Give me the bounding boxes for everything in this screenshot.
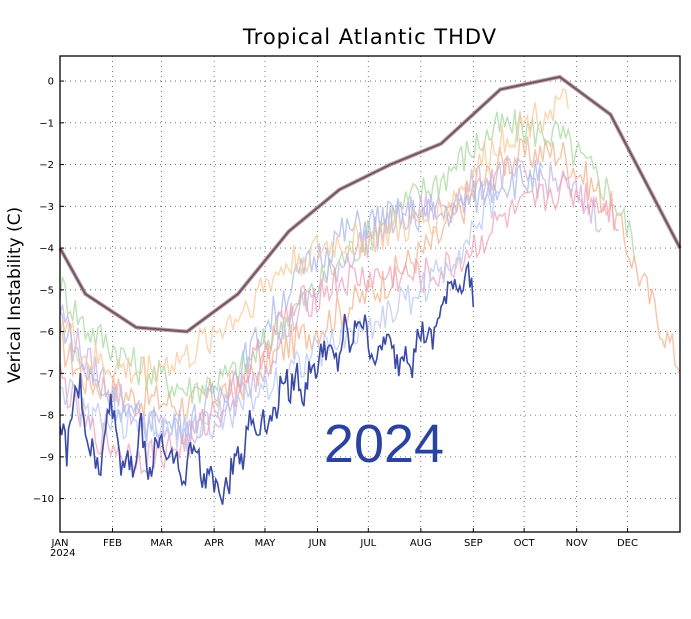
past-year-line [59, 157, 602, 445]
plot-frame [59, 55, 681, 533]
y-tick-label: −5 [39, 285, 54, 296]
x-tick-label: AUG [410, 538, 432, 549]
x-tick-label: OCT [514, 538, 536, 549]
y-tick-label: −4 [39, 244, 54, 255]
x-tick-label: JUN [308, 538, 327, 549]
y-tick-label: −9 [39, 452, 54, 463]
x-tick-label: SEP [464, 538, 483, 549]
current-year-line [59, 260, 475, 505]
y-tick-labels: 0 −1 −2 −3 −4 −5 −6 −7 −8 −9 −10 [33, 77, 64, 505]
x-tick-label: JAN [50, 538, 68, 549]
y-axis-label: Verical Instability (C) [5, 207, 25, 383]
grid-layer [60, 56, 680, 532]
year-tick-label: 2024 [50, 548, 75, 559]
y-tick-label: −8 [39, 411, 54, 422]
y-tick-label: −1 [39, 118, 54, 129]
current-year-layer [59, 260, 475, 505]
x-tick-label: JUL [359, 538, 376, 549]
past-year-line [59, 88, 569, 387]
x-tick-label: MAY [255, 538, 277, 549]
current-year-annotation: 2024 [324, 414, 444, 474]
x-tick-label: APR [204, 538, 224, 549]
climatology-layer [58, 74, 682, 334]
x-tick-label: MAR [150, 538, 172, 549]
past-year-line [59, 109, 635, 404]
chart-title: Tropical Atlantic THDV [242, 25, 497, 49]
past-year-line [59, 136, 681, 424]
y-tick-label: −3 [39, 202, 54, 213]
y-tick-label: −6 [39, 327, 54, 338]
x-tick-labels: JAN FEB MAR APR MAY JUN JUL AUG SEP OCT NOV DEC [50, 528, 638, 549]
y-tick-label: −7 [39, 369, 54, 380]
climatology-line [59, 75, 681, 333]
x-tick-label: FEB [103, 538, 122, 549]
y-tick-label: 0 [48, 77, 54, 88]
y-tick-label: −2 [39, 160, 54, 171]
x-tick-label: DEC [617, 538, 638, 549]
x-tick-label: NOV [566, 538, 588, 549]
y-tick-label: −10 [33, 494, 54, 505]
